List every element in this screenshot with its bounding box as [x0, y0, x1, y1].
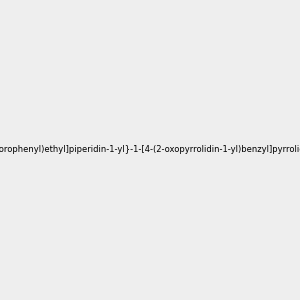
Text: 3-{4-[2-(4-Chlorophenyl)ethyl]piperidin-1-yl}-1-[4-(2-oxopyrrolidin-1-yl)benzyl]: 3-{4-[2-(4-Chlorophenyl)ethyl]piperidin-… — [0, 146, 300, 154]
